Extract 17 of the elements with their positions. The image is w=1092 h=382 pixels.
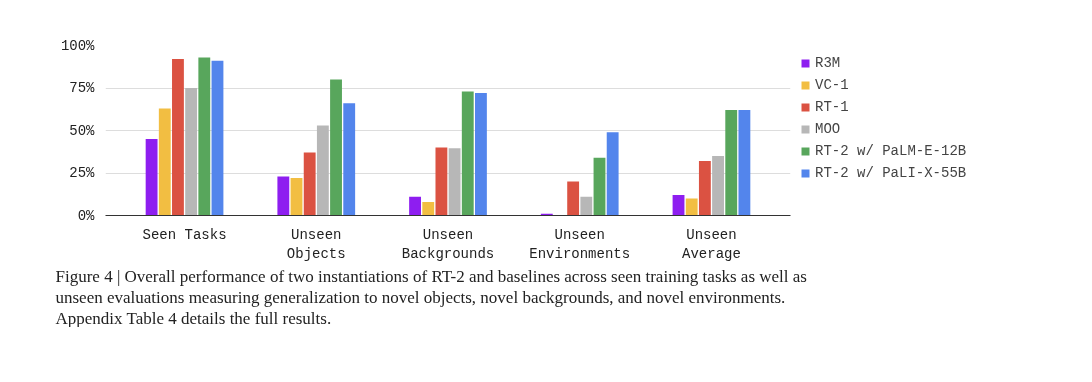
legend-label: RT-2 w/ PaLM-E-12B [815, 143, 967, 159]
legend-label: R3M [815, 55, 841, 71]
legend-label: RT-1 [815, 99, 849, 115]
x-tick-label: Unseen Backgrounds [401, 226, 495, 262]
caption: Figure 4 | Overall performance of two instantiations of RT-2 and baselines across seen training tasks as well as unseen evaluations measuring generalization to novel objects, novel backgrounds, and novel environments. Appendix Table 4 details the full results. [55, 266, 807, 328]
x-tick-label: Seen Tasks [142, 226, 227, 243]
y-tick-label: 50% [69, 122, 96, 139]
legend-label: VC-1 [815, 77, 849, 93]
legend-label: MOO [815, 121, 841, 137]
x-tick-label: Unseen Environments [529, 226, 631, 262]
legend-label: RT-2 w/ PaLI-X-55B [815, 165, 967, 181]
y-tick-label: 0% [77, 207, 96, 224]
x-tick-label: Unseen Average [682, 226, 741, 262]
y-tick-label: 75% [69, 80, 96, 96]
x-tick-label: Unseen Objects [286, 226, 346, 262]
y-tick-label: 25% [69, 165, 96, 181]
y-tick-label: 100% [60, 37, 96, 54]
